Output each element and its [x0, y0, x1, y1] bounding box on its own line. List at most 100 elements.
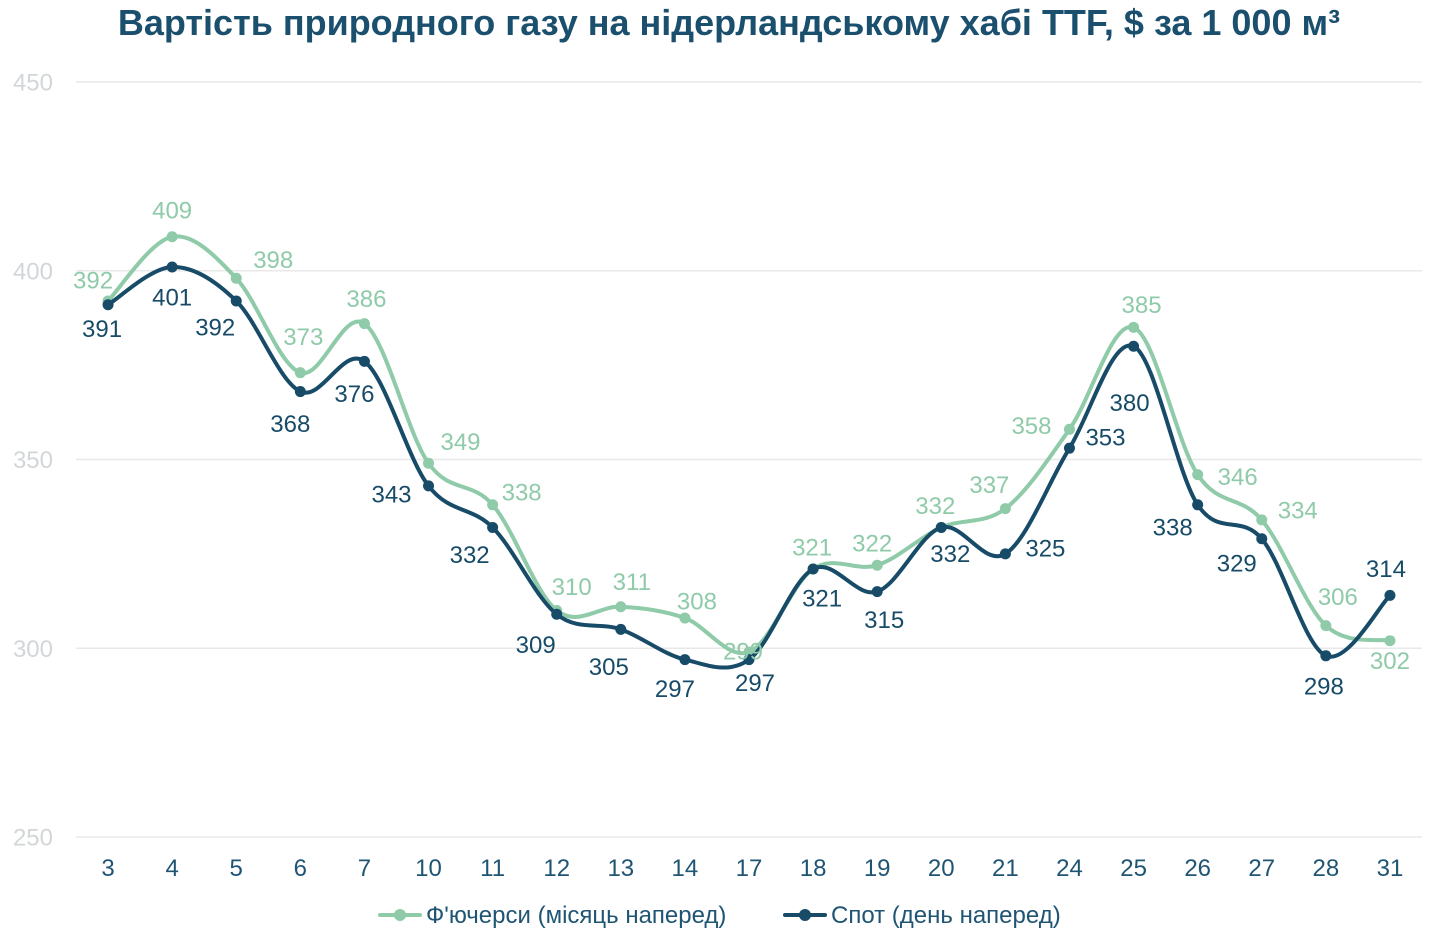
legend-marker-dot-spot — [799, 909, 811, 921]
y-tick-label: 250 — [13, 825, 53, 852]
data-label-futures: 358 — [1011, 413, 1051, 440]
data-label-spot: 297 — [735, 670, 775, 697]
data-point-spot — [1384, 589, 1396, 601]
data-label-spot: 353 — [1085, 425, 1125, 452]
y-axis: 250 300 350 400 450 — [13, 70, 53, 852]
data-label-spot: 329 — [1217, 550, 1257, 577]
data-label-spot: 401 — [152, 284, 192, 311]
series-line-futures — [106, 234, 1392, 656]
data-point-spot — [294, 386, 306, 398]
data-label-spot: 380 — [1110, 390, 1150, 417]
x-tick-label: 4 — [165, 855, 178, 882]
data-label-spot: 391 — [82, 316, 122, 343]
y-tick-label: 300 — [13, 636, 53, 663]
data-point-futures — [1256, 514, 1268, 526]
data-label-spot: 368 — [270, 411, 310, 438]
data-label-spot: 338 — [1153, 514, 1193, 541]
x-axis: 3 4 5 6 7 10 11 12 13 14 17 18 19 20 21 24 25 26 27 28 31 — [101, 855, 1403, 882]
data-label-futures: 337 — [969, 472, 1009, 499]
data-point-spot — [230, 295, 242, 307]
data-point-spot — [487, 521, 499, 533]
data-point-futures — [999, 503, 1011, 515]
legend: Ф'ючерси (місяць наперед) Спот (день нап… — [378, 902, 1061, 929]
data-point-spot — [551, 608, 563, 620]
data-point-spot — [679, 654, 691, 666]
data-point-spot — [166, 261, 178, 273]
x-tick-label: 21 — [992, 855, 1019, 882]
data-label-futures: 386 — [346, 286, 386, 313]
data-label-futures: 308 — [677, 589, 717, 616]
data-point-spot — [871, 586, 883, 598]
series-group — [102, 231, 1396, 670]
data-point-spot — [935, 521, 947, 533]
data-label-spot: 314 — [1366, 556, 1406, 583]
data-point-futures — [1384, 635, 1396, 647]
x-tick-label: 17 — [736, 855, 763, 882]
data-label-spot: 305 — [589, 654, 629, 681]
x-tick-label: 31 — [1377, 855, 1404, 882]
data-point-spot — [358, 355, 370, 367]
data-label-futures: 332 — [915, 493, 955, 520]
x-tick-label: 6 — [294, 855, 307, 882]
x-tick-label: 19 — [864, 855, 891, 882]
data-label-futures: 310 — [552, 574, 592, 601]
data-label-spot: 332 — [930, 541, 970, 568]
y-tick-label: 350 — [13, 447, 53, 474]
data-point-futures — [1128, 321, 1140, 333]
data-point-futures — [423, 457, 435, 469]
data-point-spot — [615, 623, 627, 635]
data-point-futures — [1320, 620, 1332, 632]
data-label-spot: 298 — [1304, 673, 1344, 700]
data-label-futures: 306 — [1318, 584, 1358, 611]
x-tick-label: 10 — [415, 855, 442, 882]
data-label-spot: 325 — [1025, 535, 1065, 562]
data-label-futures: 322 — [852, 531, 892, 558]
x-tick-label: 24 — [1056, 855, 1083, 882]
data-label-spot: 309 — [516, 632, 556, 659]
data-point-spot — [1320, 650, 1332, 662]
data-label-futures: 373 — [283, 324, 323, 351]
x-tick-label: 28 — [1313, 855, 1340, 882]
grid-lines — [76, 81, 1422, 838]
x-tick-label: 11 — [480, 855, 505, 882]
x-tick-label: 20 — [928, 855, 955, 882]
x-tick-label: 18 — [800, 855, 827, 882]
x-tick-label: 7 — [358, 855, 371, 882]
legend-marker-dot-futures — [394, 909, 406, 921]
data-label-futures: 321 — [792, 534, 832, 561]
data-point-spot — [102, 299, 114, 311]
series-futures — [102, 231, 1396, 658]
data-point-spot — [423, 480, 435, 492]
data-label-futures: 302 — [1370, 648, 1410, 675]
data-label-futures: 299 — [723, 639, 763, 666]
x-tick-label: 5 — [230, 855, 243, 882]
y-tick-label: 450 — [13, 70, 53, 97]
data-point-futures — [615, 601, 627, 613]
data-label-futures: 338 — [502, 479, 542, 506]
data-label-spot: 392 — [195, 314, 235, 341]
data-point-spot — [743, 654, 755, 666]
x-tick-label: 13 — [607, 855, 634, 882]
x-tick-label: 14 — [672, 855, 699, 882]
x-tick-label: 3 — [101, 855, 114, 882]
data-point-spot — [1192, 499, 1204, 511]
data-point-spot — [1063, 442, 1075, 454]
data-point-spot — [807, 563, 819, 575]
data-point-futures — [294, 367, 306, 379]
y-tick-label: 400 — [13, 258, 53, 285]
x-tick-label: 27 — [1248, 855, 1275, 882]
data-point-spot — [1128, 340, 1140, 352]
x-tick-label: 25 — [1120, 855, 1147, 882]
data-label-futures: 409 — [152, 197, 192, 224]
data-label-spot: 297 — [655, 676, 695, 703]
data-label-futures: 349 — [440, 429, 480, 456]
legend-item-futures: Ф'ючерси (місяць наперед) — [378, 902, 726, 929]
data-point-futures — [1063, 423, 1075, 435]
series-line-spot — [106, 264, 1392, 670]
data-label-spot: 343 — [371, 481, 411, 508]
data-label-futures: 392 — [73, 267, 113, 294]
data-point-futures — [358, 318, 370, 330]
series-spot — [102, 261, 1396, 670]
data-point-futures — [871, 559, 883, 571]
